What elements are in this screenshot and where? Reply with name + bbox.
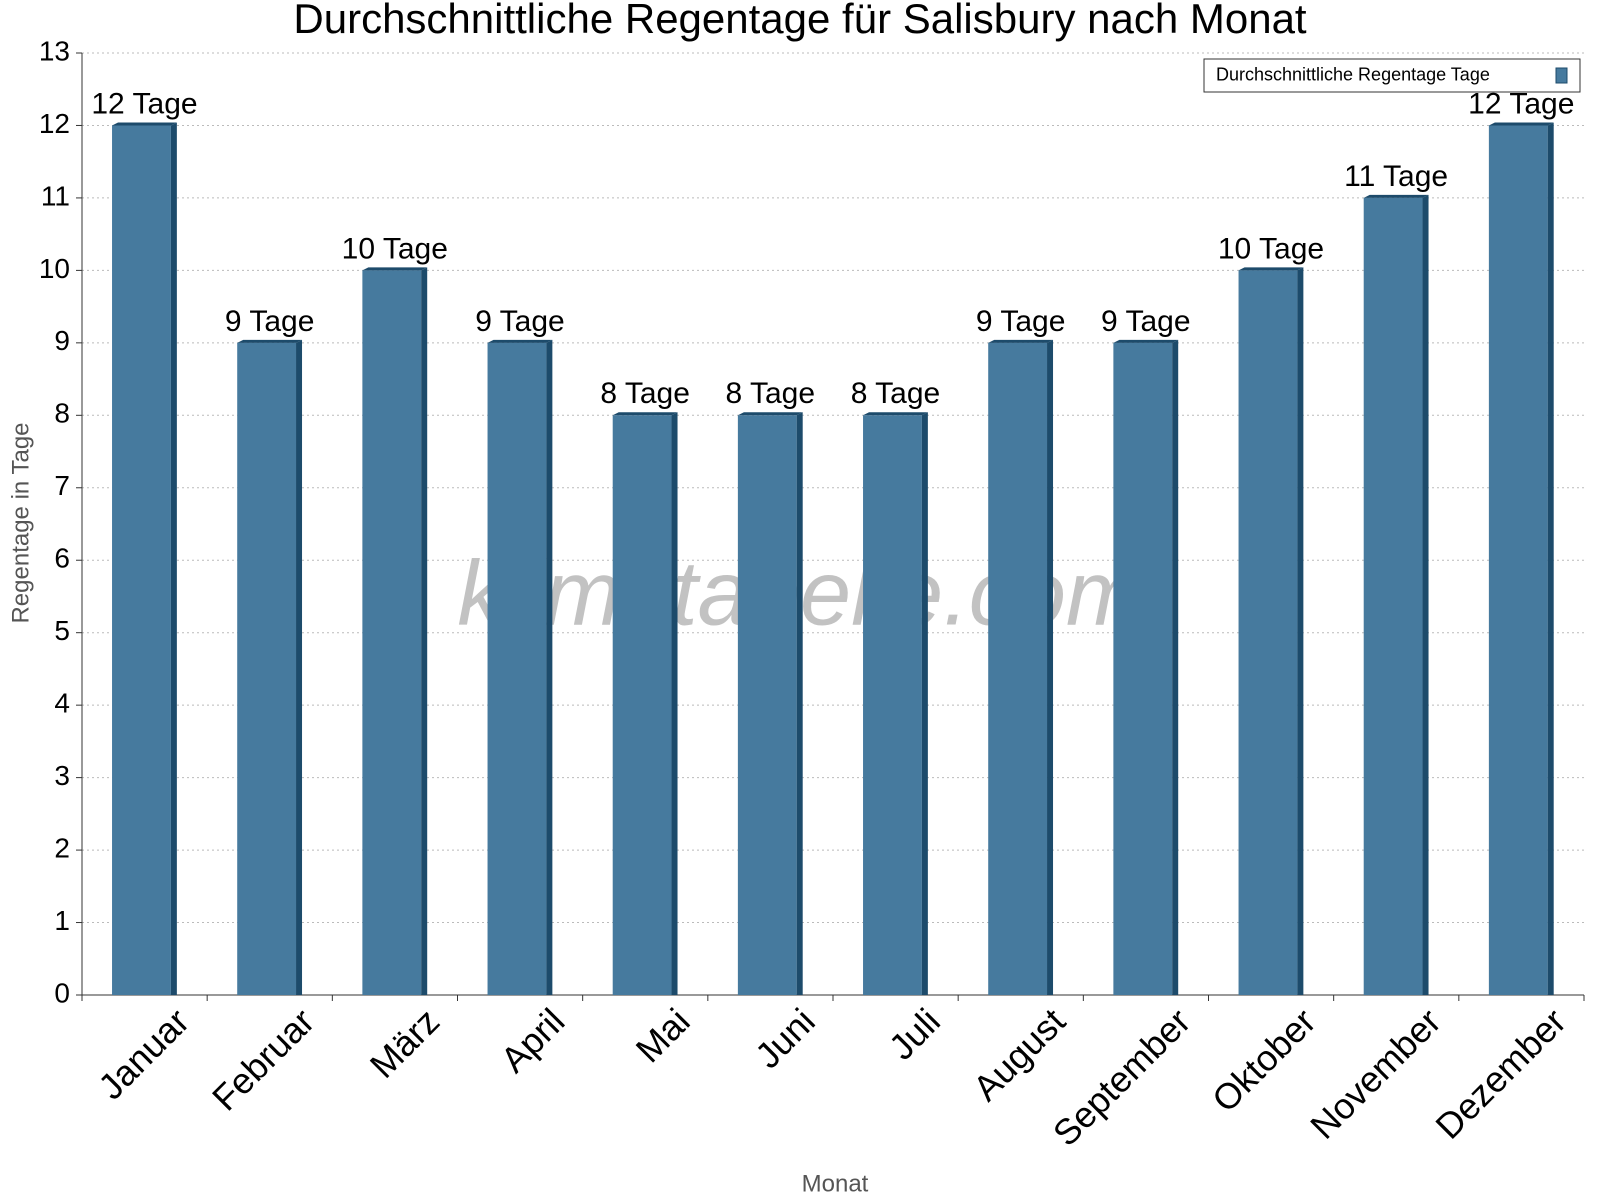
value-label: 8 Tage [851, 377, 941, 410]
y-tick-label: 6 [54, 543, 70, 574]
bar [863, 415, 922, 995]
value-label: 12 Tage [1468, 87, 1574, 120]
bar [237, 342, 297, 995]
bar [112, 125, 171, 995]
y-tick-label: 10 [39, 253, 70, 284]
bar-side [1172, 339, 1179, 995]
bar-side [671, 412, 678, 995]
bar-top [487, 339, 553, 343]
bar-top [237, 339, 303, 343]
value-label: 11 Tage [1344, 160, 1448, 193]
bar-side [1547, 122, 1554, 995]
chart-title: Durchschnittliche Regentage für Salisbur… [293, 0, 1307, 42]
y-axis-label: Regentage in Tage [7, 422, 34, 623]
x-tick-label: April [493, 1000, 573, 1080]
bar-top [1113, 339, 1179, 343]
bar-top [1238, 267, 1304, 271]
x-tick-label: November [1302, 1000, 1448, 1146]
x-tick-label: Mai [628, 1000, 698, 1070]
bar-top [362, 267, 428, 271]
bar-top [612, 412, 678, 416]
y-tick-label: 7 [54, 470, 70, 501]
bar [362, 270, 422, 995]
y-tick-label: 12 [39, 108, 70, 139]
bar-side [546, 339, 553, 995]
y-tick-label: 0 [54, 977, 70, 1008]
bar [487, 342, 547, 995]
value-label: 9 Tage [976, 305, 1066, 338]
x-tick-label: Dezember [1427, 1000, 1573, 1146]
x-tick-label: Januar [90, 1000, 197, 1107]
x-tick-label: August [965, 1000, 1073, 1108]
bar-side [1297, 267, 1304, 995]
bar-side [421, 267, 428, 995]
bar [988, 342, 1048, 995]
value-label: 9 Tage [225, 305, 315, 338]
y-tick-label: 11 [41, 180, 70, 211]
x-tick-label: Oktober [1204, 1000, 1324, 1120]
y-tick-label: 13 [39, 35, 70, 66]
y-tick-label: 2 [54, 832, 70, 863]
bar [1363, 197, 1423, 995]
bar-side [921, 412, 928, 995]
value-label: 9 Tage [1101, 305, 1191, 338]
bar-side [1422, 194, 1429, 995]
x-tick-label: Februar [204, 1000, 322, 1118]
bar [1113, 342, 1173, 995]
x-tick-label: Juni [747, 1000, 823, 1076]
bar [737, 415, 797, 995]
x-tick-label: Juli [881, 1000, 948, 1067]
y-tick-label: 1 [54, 905, 70, 936]
value-label: 8 Tage [726, 377, 816, 410]
legend-box [1203, 58, 1581, 93]
bar [1238, 270, 1298, 995]
x-axis-label: Monat [802, 1170, 869, 1197]
bar-side [1047, 339, 1054, 995]
value-label: 12 Tage [91, 87, 197, 120]
value-label: 8 Tage [600, 377, 690, 410]
bar-side [796, 412, 803, 995]
bar [612, 415, 672, 995]
y-tick-label: 4 [54, 688, 70, 719]
bar-top [112, 122, 177, 126]
bar-top [1488, 122, 1554, 126]
y-tick-label: 8 [54, 398, 70, 429]
bar-side [296, 339, 303, 995]
bar-top [988, 339, 1054, 343]
y-tick-label: 9 [54, 325, 70, 356]
legend-label: Durchschnittliche Regentage Tage [1216, 64, 1490, 84]
bar-side [170, 122, 177, 995]
x-tick-label: März [362, 1000, 448, 1086]
bar-top [737, 412, 803, 416]
bar [1488, 125, 1548, 995]
bar-top [1363, 194, 1429, 198]
legend-swatch [1555, 67, 1568, 84]
x-tick-label: September [1045, 1000, 1199, 1154]
value-label: 10 Tage [1218, 232, 1324, 265]
y-tick-label: 5 [54, 615, 70, 646]
y-tick-label: 3 [54, 760, 70, 791]
value-label: 10 Tage [342, 232, 448, 265]
bar-top [863, 412, 928, 416]
value-label: 9 Tage [475, 305, 565, 338]
